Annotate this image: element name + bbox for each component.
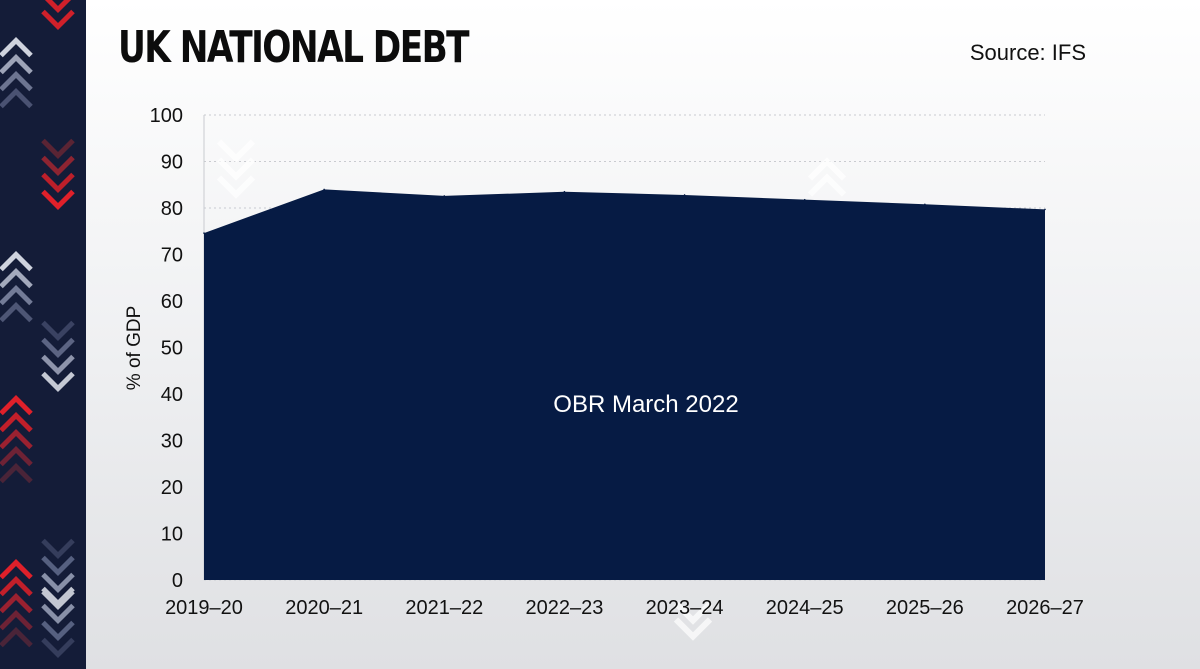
chevron-watermark-icon — [216, 175, 256, 199]
chevron-icon — [41, 371, 75, 393]
chevron-icon — [41, 620, 75, 642]
x-tick-label: 2020–21 — [285, 597, 363, 619]
chart-title: UK NATIONAL DEBT — [118, 22, 470, 73]
chevron-icon — [0, 394, 33, 416]
y-tick-label: 100 — [150, 105, 183, 127]
data-point — [924, 203, 926, 206]
chevron-icon — [0, 445, 33, 467]
chevron-icon — [0, 36, 33, 58]
chevron-icon — [0, 53, 33, 75]
chevron-watermark-icon — [807, 173, 847, 197]
y-tick-label: 60 — [161, 291, 183, 313]
chevron-watermark-icon — [216, 139, 256, 163]
source-label: Source: IFS — [969, 40, 1086, 65]
data-point — [683, 194, 686, 196]
chevron-icon — [0, 609, 33, 631]
chevron-icon — [0, 592, 33, 614]
chevron-icon — [41, 172, 75, 194]
y-tick-label: 20 — [161, 477, 183, 499]
chevron-icon — [0, 250, 33, 272]
y-tick-label: 50 — [161, 338, 183, 360]
x-tick-label: 2021–22 — [405, 597, 483, 619]
chevron-icon — [41, 155, 75, 177]
chevron-icon — [0, 301, 33, 323]
chevron-icon — [41, 538, 75, 560]
chevron-watermark-icon — [673, 601, 713, 625]
chevron-icon — [0, 428, 33, 450]
y-tick-labels: 0 10 20 30 40 50 60 70 80 90 100 — [150, 105, 183, 592]
y-tick-label: 70 — [161, 245, 183, 267]
chevron-icon — [41, 603, 75, 625]
chevron-icon — [41, 320, 75, 342]
data-point — [443, 195, 446, 197]
y-tick-label: 40 — [161, 384, 183, 406]
y-tick-label: 0 — [172, 570, 183, 592]
chevron-icon — [41, 572, 75, 594]
series-area — [204, 189, 1045, 580]
chevron-icon — [0, 284, 33, 306]
y-tick-label: 80 — [161, 198, 183, 220]
data-point — [1044, 208, 1046, 211]
series-label: OBR March 2022 — [553, 391, 738, 418]
data-point — [563, 190, 566, 193]
data-point — [203, 232, 205, 234]
y-tick-label: 90 — [161, 152, 183, 174]
decorative-side-strip — [0, 0, 86, 669]
y-axis-label: % of GDP — [124, 306, 145, 390]
chevron-icon — [41, 586, 75, 608]
chevron-icon — [0, 462, 33, 484]
chevron-icon — [0, 267, 33, 289]
x-tick-label: 2026–27 — [1006, 597, 1084, 619]
x-tick-labels: 2019–20 2020–21 2021–22 2022–23 2023–24 2024–… — [165, 597, 1084, 619]
x-tick-label: 2022–23 — [525, 597, 603, 619]
chevron-icon — [41, 138, 75, 160]
chevron-watermark-icon — [216, 157, 256, 181]
x-tick-label: 2024–25 — [766, 597, 844, 619]
chevron-icon — [41, 337, 75, 359]
chevron-icon — [0, 575, 33, 597]
chevron-icon — [0, 87, 33, 109]
chevron-icon — [0, 626, 33, 648]
chevron-icon — [41, 637, 75, 659]
series-area-group — [203, 188, 1046, 580]
chevron-watermark-icon — [807, 157, 847, 181]
chevron-icon — [44, 0, 72, 14]
chevron-arrows-icon — [0, 0, 75, 659]
chevron-icon — [0, 411, 33, 433]
chevron-icon — [41, 9, 75, 31]
data-point — [323, 188, 325, 191]
x-tick-label: 2019–20 — [165, 597, 243, 619]
y-tick-label: 10 — [161, 524, 183, 546]
y-tick-label: 30 — [161, 431, 183, 453]
chevron-icon — [0, 70, 33, 92]
chevron-watermark-icon — [673, 617, 713, 641]
x-tick-label: 2023–24 — [646, 597, 724, 619]
x-tick-label: 2025–26 — [886, 597, 964, 619]
chevron-icon — [41, 555, 75, 577]
watermark-chevrons — [216, 139, 847, 641]
data-point — [803, 198, 806, 201]
chevron-icon — [41, 354, 75, 376]
chevron-icon — [0, 558, 33, 580]
chevron-icon — [41, 189, 75, 211]
